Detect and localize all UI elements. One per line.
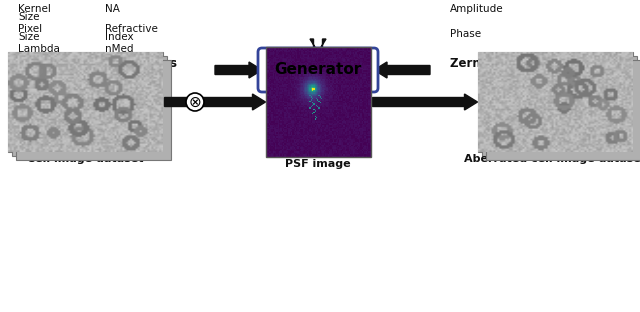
Polygon shape (374, 62, 430, 78)
Text: Size: Size (18, 32, 40, 42)
Text: Refractive: Refractive (105, 24, 158, 34)
Text: Lambda: Lambda (18, 44, 60, 54)
Polygon shape (372, 94, 477, 110)
Text: Pixel: Pixel (18, 24, 42, 34)
FancyBboxPatch shape (258, 48, 378, 92)
Bar (266, 47, 371, 157)
Text: Size: Size (18, 12, 40, 22)
Bar (477, 52, 632, 152)
Text: $\otimes$: $\otimes$ (188, 95, 202, 110)
Polygon shape (164, 94, 266, 110)
Circle shape (186, 93, 204, 111)
Bar (12, 56, 166, 156)
Text: nMed: nMed (105, 44, 134, 54)
Text: Microscopic parameters: Microscopic parameters (18, 57, 177, 70)
Polygon shape (310, 39, 326, 88)
Text: Index: Index (105, 32, 134, 42)
Text: PSF image: PSF image (285, 159, 351, 169)
Text: Aberrated cell image dataset: Aberrated cell image dataset (464, 154, 640, 164)
Text: Cell image dataset: Cell image dataset (27, 154, 143, 164)
Text: Phase: Phase (450, 29, 481, 39)
Text: Zernike polynomials: Zernike polynomials (450, 57, 584, 70)
Text: Amplitude: Amplitude (450, 4, 504, 14)
Text: NA: NA (105, 4, 120, 14)
Bar (481, 56, 637, 156)
Bar (486, 60, 640, 160)
Bar (15, 60, 170, 160)
Bar (8, 52, 163, 152)
Polygon shape (215, 62, 262, 78)
Text: Generator: Generator (275, 62, 362, 77)
Text: Kernel: Kernel (18, 4, 51, 14)
